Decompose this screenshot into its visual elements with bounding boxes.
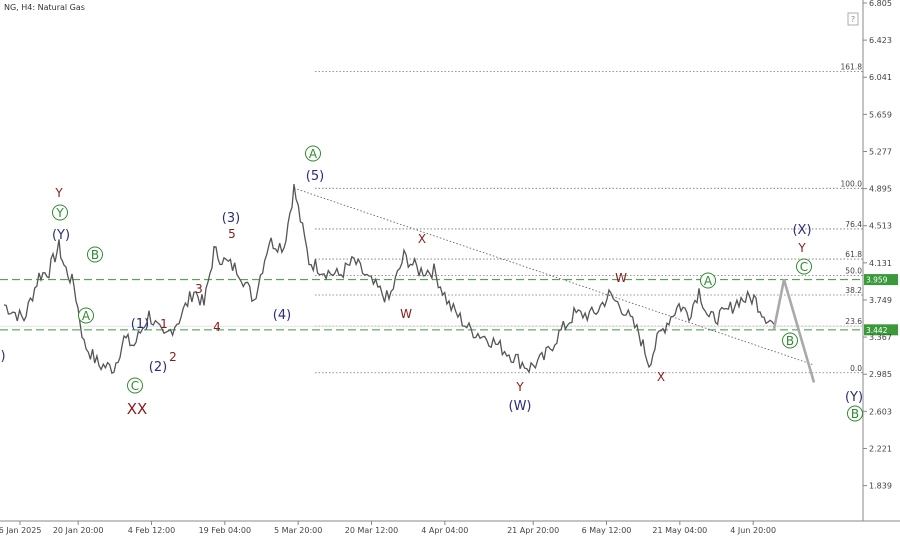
- wave-label: X: [418, 232, 426, 246]
- wave-label: B: [786, 334, 794, 348]
- wave-label: (5): [306, 169, 324, 184]
- x-tick-label: 5 Mar 20:00: [274, 526, 322, 535]
- info-icon[interactable]: ?: [847, 12, 859, 26]
- x-tick-label: 21 Apr 20:00: [507, 526, 559, 535]
- horizontal-levels: 3.959 3.442: [0, 274, 898, 336]
- wave-label: (1): [131, 317, 149, 332]
- price-badge: [864, 274, 898, 286]
- wave-label: XX: [127, 400, 148, 418]
- fib-level-label: 0.0: [850, 364, 862, 373]
- wave-label: 2: [169, 350, 177, 364]
- price-badge: [864, 324, 898, 336]
- y-tick-label: 2.221: [869, 444, 892, 453]
- y-tick-label: 4.895: [869, 185, 892, 194]
- price-badge-label: 3.442: [866, 326, 888, 335]
- fib-level-label: 38.2: [845, 286, 862, 295]
- projection-path: [772, 279, 816, 383]
- wave-label: Y: [54, 186, 63, 200]
- fib-level-label: 61.8: [845, 250, 862, 259]
- x-tick-label: 20 Jan 20:00: [53, 526, 104, 535]
- chart-title: NG, H4: Natural Gas: [4, 3, 85, 12]
- y-tick-label: 3.367: [869, 333, 892, 342]
- wave-label: (Y): [845, 390, 863, 405]
- y-tick-label: 6.805: [869, 0, 892, 8]
- wave-label-ring: [700, 272, 716, 289]
- y-tick-label: 2.603: [869, 407, 892, 416]
- y-tick-label: 5.659: [869, 110, 892, 119]
- y-tick-label: 5.277: [869, 147, 892, 156]
- price-series: [3, 184, 775, 375]
- wave-label: (X): [792, 223, 811, 238]
- x-tick-label: 19 Feb 04:00: [199, 526, 251, 535]
- y-axis-ticks: 6.805 6.423 6.041 5.659 5.277 4.895 4.513 4.131…: [863, 0, 892, 491]
- wave-label-ring: [305, 145, 321, 162]
- wave-label-ring: [52, 204, 68, 221]
- wave-label: A: [704, 274, 713, 288]
- wave-label: X: [657, 370, 665, 384]
- fib-level-label: 100.0: [841, 179, 863, 188]
- y-tick-label: 1.839: [869, 482, 892, 491]
- wave-label: C: [800, 260, 808, 274]
- wave-label: 1: [160, 317, 168, 331]
- wave-label: Y: [797, 241, 806, 255]
- wave-label: ): [0, 349, 5, 364]
- wave-label: C: [131, 379, 139, 393]
- fib-level-label: 161.8: [841, 63, 863, 72]
- y-tick-label: 6.041: [869, 73, 892, 82]
- y-tick-label: 3.749: [869, 296, 892, 305]
- wave-label-ring: [782, 332, 798, 349]
- wave-label-ring: [87, 246, 103, 263]
- y-tick-label: 6.423: [869, 36, 892, 45]
- wave-label: (W): [509, 399, 532, 414]
- trendline-layer: [293, 187, 815, 366]
- y-tick-label: 2.985: [869, 370, 892, 379]
- x-tick-label: 6 Jan 2025: [0, 526, 41, 535]
- x-tick-label: 4 Feb 12:00: [128, 526, 175, 535]
- wave-label-ring: [127, 377, 143, 394]
- svg-text:?: ?: [851, 15, 855, 24]
- wave-label: W: [615, 271, 627, 285]
- fib-level-label: 50.0: [845, 267, 862, 276]
- price-badge-label: 3.959: [866, 276, 888, 285]
- wave-label: Y: [55, 206, 64, 220]
- wave-label-ring: [847, 405, 863, 422]
- wave-label: (Y): [52, 228, 70, 243]
- y-tick-label: 4.513: [869, 222, 892, 231]
- wave-label: W: [400, 307, 412, 321]
- wave-label: A: [82, 309, 91, 323]
- fib-level-label: 23.6: [845, 317, 862, 326]
- wave-label: B: [851, 407, 859, 421]
- wave-label: (3): [222, 211, 240, 226]
- wave-label: A: [309, 147, 318, 161]
- wave-label-ring: [78, 307, 94, 324]
- wave-label: 4: [213, 320, 221, 334]
- x-tick-label: 6 May 12:00: [582, 526, 632, 535]
- trendline: [293, 187, 815, 366]
- projection-layer: [772, 279, 816, 383]
- wave-label: 3: [195, 282, 203, 296]
- wave-label: (4): [273, 308, 291, 323]
- price-line: [3, 184, 775, 375]
- wave-label: (2): [149, 360, 167, 375]
- wave-labels: YY(Y)BACXX(1)(2)1234(3)5(4)A(5)XWY(W)WXA…: [0, 145, 863, 422]
- wave-label-ring: [796, 258, 812, 275]
- fib-level-label: 76.4: [845, 220, 862, 229]
- wave-label: 5: [228, 227, 236, 241]
- x-tick-label: 4 Apr 04:00: [421, 526, 468, 535]
- wave-label: B: [91, 248, 99, 262]
- x-tick-label: 20 Mar 12:00: [345, 526, 398, 535]
- wave-label: Y: [515, 380, 524, 394]
- x-tick-label: 21 May 04:00: [652, 526, 707, 535]
- x-tick-label: 4 Jun 20:00: [730, 526, 776, 535]
- x-axis-ticks: 6 Jan 2025 20 Jan 20:00 4 Feb 12:00 19 Feb …: [0, 521, 776, 535]
- y-tick-label: 4.131: [869, 259, 892, 268]
